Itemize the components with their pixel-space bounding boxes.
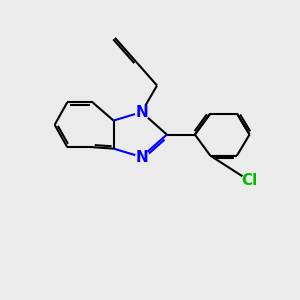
Text: N: N bbox=[135, 149, 148, 164]
Text: Cl: Cl bbox=[242, 173, 258, 188]
Text: N: N bbox=[135, 105, 148, 120]
